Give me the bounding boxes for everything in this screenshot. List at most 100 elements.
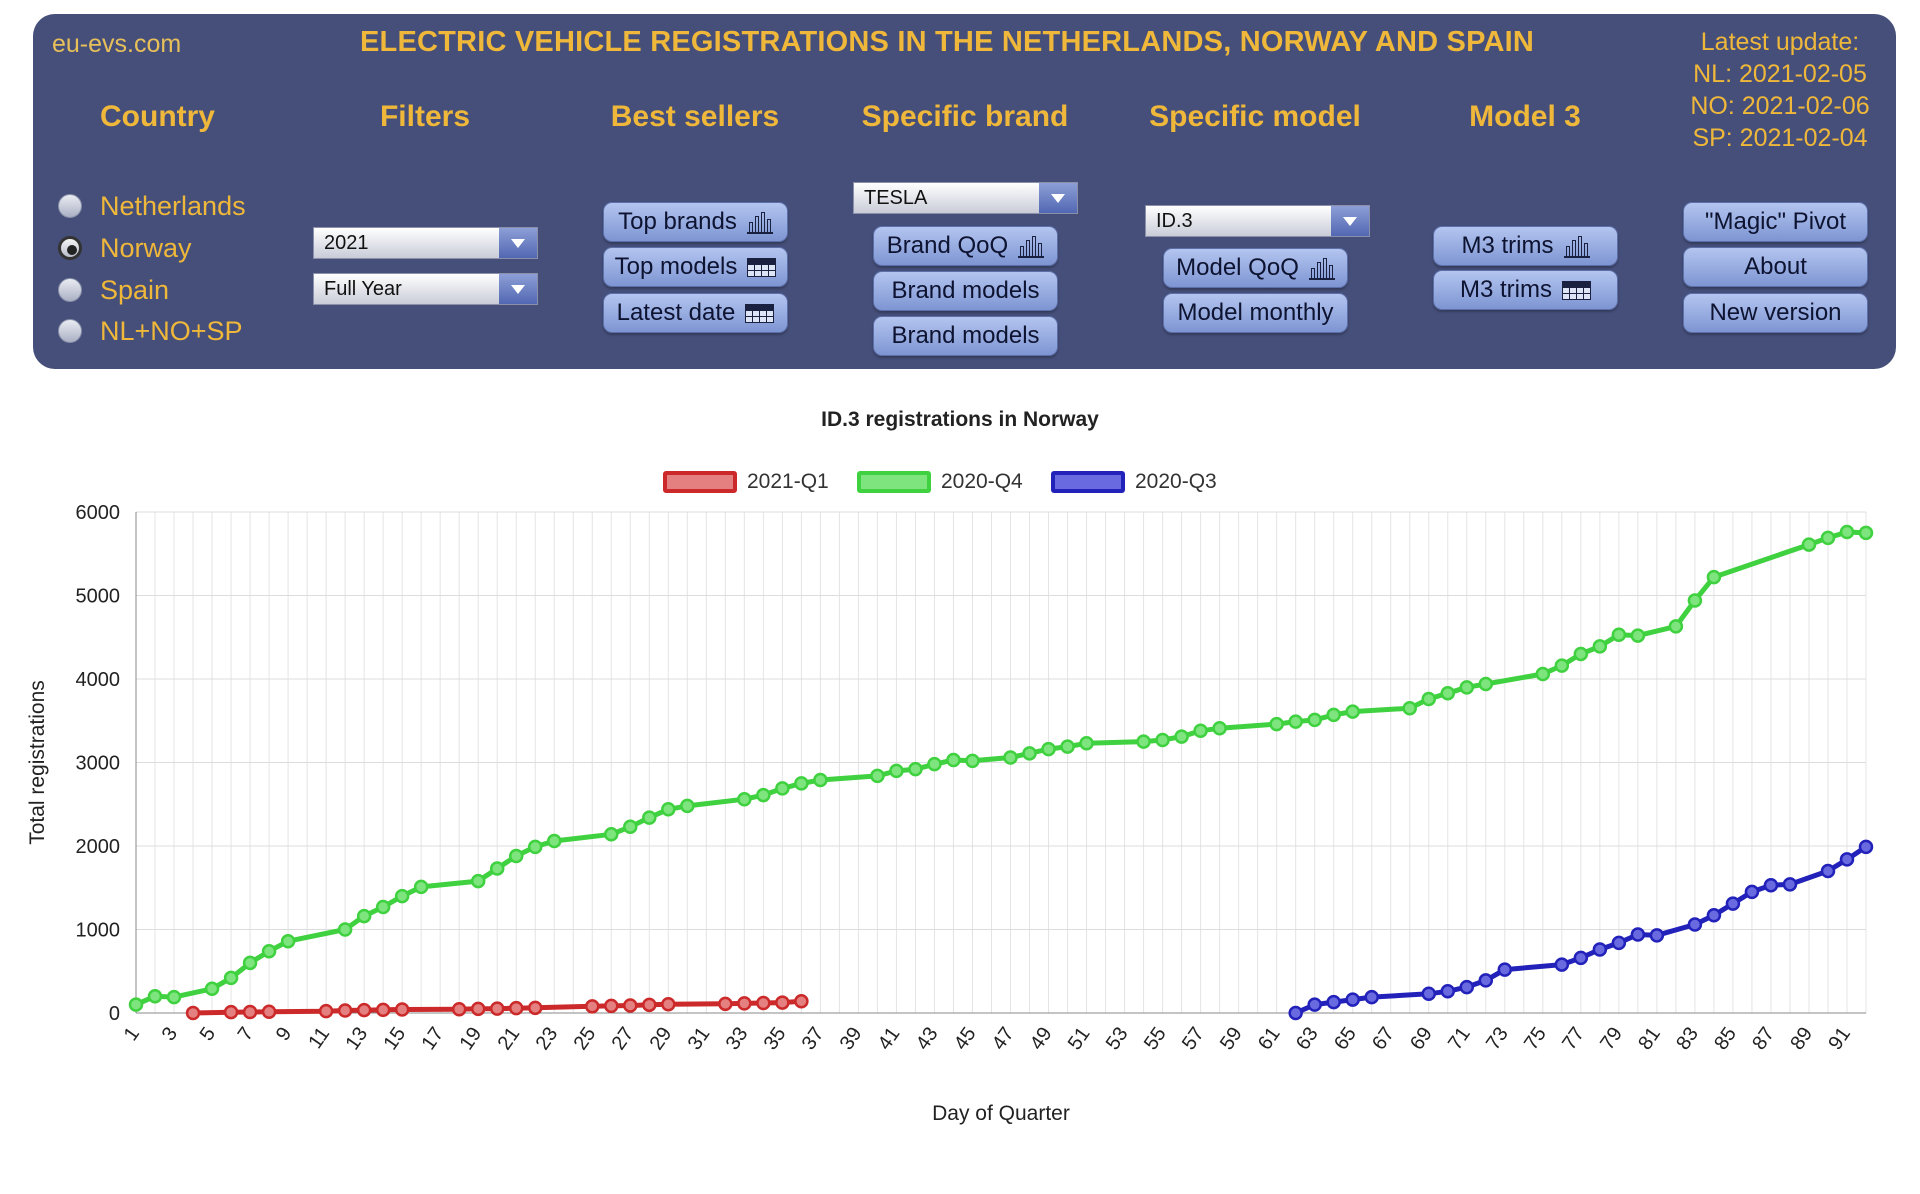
chevron-down-icon[interactable] <box>499 228 537 258</box>
brand-models-chart-button[interactable]: Brand models <box>873 271 1058 311</box>
data-point-2020-q4 <box>489 861 505 876</box>
data-point-2020-q4 <box>508 848 524 864</box>
data-point-2020-q4 <box>166 989 182 1005</box>
radio-norway[interactable]: Norway <box>58 230 192 266</box>
data-point-2020-q4 <box>1212 721 1227 736</box>
data-point-2020-q3 <box>1782 877 1798 892</box>
data-point-2020-q3 <box>1307 997 1322 1012</box>
chevron-down-icon[interactable] <box>1039 183 1077 213</box>
x-tick-label: 23 <box>532 1023 563 1054</box>
data-point-2020-q4 <box>680 798 695 814</box>
y-tick-label: 3000 <box>76 753 121 775</box>
data-point-2020-q3 <box>1288 1005 1303 1021</box>
update-heading: Latest update: <box>1700 28 1860 56</box>
data-point-2020-q3 <box>1763 877 1779 893</box>
y-tick-label: 5000 <box>76 586 121 608</box>
chevron-down-icon[interactable] <box>499 274 537 304</box>
period-value: Full Year <box>324 277 402 300</box>
x-tick-label: 15 <box>379 1023 410 1054</box>
button-label: Model monthly <box>1177 299 1334 326</box>
model-qoq-button[interactable]: Model QoQ <box>1163 248 1348 288</box>
radio-dot[interactable] <box>58 319 82 343</box>
button-label: Top brands <box>618 208 737 235</box>
x-tick-label: 27 <box>608 1023 639 1054</box>
bar-chart-icon <box>1018 234 1045 258</box>
data-point-2020-q4 <box>1554 658 1570 673</box>
button-label: Brand QoQ <box>886 232 1009 259</box>
x-tick-label: 37 <box>798 1023 829 1054</box>
brand-select[interactable]: TESLA <box>853 182 1078 214</box>
top-brands-button[interactable]: Top brands <box>603 202 788 242</box>
radio-dot-selected[interactable] <box>58 236 82 260</box>
data-point-2020-q3 <box>1364 989 1379 1005</box>
m3-trims-table-button[interactable]: M3 trims <box>1433 270 1618 310</box>
button-label: Top models <box>614 253 738 280</box>
data-point-2020-q4 <box>908 761 923 777</box>
model-monthly-button[interactable]: Model monthly <box>1163 293 1348 333</box>
data-point-2020-q4 <box>280 933 296 949</box>
data-point-2021-q1 <box>527 1000 543 1016</box>
data-point-2021-q1 <box>756 995 771 1011</box>
data-point-2020-q3 <box>1744 884 1760 900</box>
section-filters: Filters <box>379 100 471 133</box>
table-icon <box>745 303 775 323</box>
data-point-2020-q4 <box>889 763 904 779</box>
data-point-2020-q4 <box>413 879 429 895</box>
x-tick-label: 49 <box>1026 1023 1057 1054</box>
site-link[interactable]: eu-evs.com <box>52 30 182 58</box>
update-nl: NL: 2021-02-05 <box>1693 60 1867 88</box>
table-icon <box>1562 280 1591 300</box>
data-point-2021-q1 <box>604 998 619 1014</box>
data-point-2020-q4 <box>756 787 771 803</box>
data-point-2021-q1 <box>223 1004 239 1020</box>
year-select[interactable]: 2021 <box>313 227 538 259</box>
button-label: Brand models <box>891 322 1040 349</box>
x-tick-label: 39 <box>836 1023 867 1054</box>
x-tick-label: 33 <box>722 1023 753 1054</box>
radio-netherlands[interactable]: Netherlands <box>58 188 246 224</box>
data-point-2021-q1 <box>661 996 676 1012</box>
about-button[interactable]: About <box>1683 247 1868 287</box>
radio-dot[interactable] <box>58 278 82 302</box>
brand-models-table-button[interactable]: Brand models <box>873 316 1058 356</box>
chart-title: ID.3 registrations in Norway <box>821 408 1099 431</box>
chevron-down-icon[interactable] <box>1331 206 1369 236</box>
legend-swatch <box>857 471 931 493</box>
magic-pivot-button[interactable]: "Magic" Pivot <box>1683 202 1868 242</box>
m3-trims-chart-button[interactable]: M3 trims <box>1433 226 1618 266</box>
x-tick-label: 13 <box>341 1023 372 1054</box>
data-point-2020-q3 <box>1858 839 1874 855</box>
brand-qoq-button[interactable]: Brand QoQ <box>873 226 1058 266</box>
x-tick-label: 35 <box>760 1023 791 1054</box>
legend-label: 2020-Q3 <box>1135 470 1217 493</box>
radio-dot[interactable] <box>58 194 82 218</box>
x-tick-label: 29 <box>646 1023 677 1054</box>
top-models-button[interactable]: Top models <box>603 247 788 287</box>
data-point-2020-q4 <box>223 970 239 986</box>
data-point-2020-q4 <box>1687 593 1703 608</box>
x-tick-label: 53 <box>1102 1023 1133 1054</box>
data-point-2020-q3 <box>1478 973 1494 988</box>
latest-date-button[interactable]: Latest date <box>603 293 788 333</box>
data-point-2020-q4 <box>1060 739 1075 754</box>
legend-item-2021-q1[interactable]: 2021-Q1 <box>663 470 829 494</box>
radio-nl-no-sp[interactable]: NL+NO+SP <box>58 313 243 349</box>
period-select[interactable]: Full Year <box>313 273 538 305</box>
data-point-2020-q4 <box>1820 530 1836 546</box>
data-point-2020-q4 <box>356 908 372 924</box>
data-point-2020-q4 <box>1535 666 1551 682</box>
data-point-2020-q3 <box>1554 957 1570 972</box>
data-point-2021-q1 <box>394 1002 410 1017</box>
model-select[interactable]: ID.3 <box>1145 205 1370 237</box>
x-tick-label: 19 <box>456 1023 487 1054</box>
legend-item-2020-q3[interactable]: 2020-Q3 <box>1051 470 1217 494</box>
x-tick-label: 47 <box>988 1023 1019 1054</box>
data-point-2021-q1 <box>489 1001 505 1016</box>
radio-spain[interactable]: Spain <box>58 272 169 308</box>
radio-label: Spain <box>100 274 170 305</box>
legend-item-2020-q4[interactable]: 2020-Q4 <box>857 470 1023 494</box>
series-line-2020-q4 <box>133 529 1869 1008</box>
new-version-button[interactable]: New version <box>1683 293 1868 333</box>
data-point-2020-q4 <box>1839 524 1855 540</box>
